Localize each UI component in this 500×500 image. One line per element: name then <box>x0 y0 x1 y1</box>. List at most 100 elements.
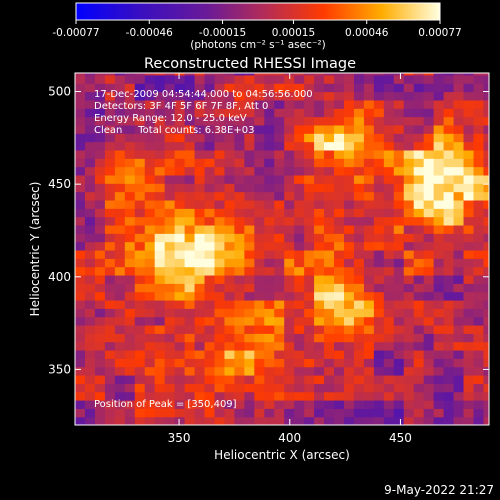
heatmap-cell <box>264 333 275 343</box>
heatmap-cell <box>214 108 226 118</box>
heatmap-cell <box>94 83 106 93</box>
heatmap-cell <box>324 308 335 318</box>
heatmap-cell <box>343 158 355 168</box>
heatmap-cell <box>423 266 435 276</box>
heatmap-cell <box>473 274 485 284</box>
heatmap-cell <box>473 341 485 351</box>
heatmap-cell <box>204 316 216 326</box>
heatmap-cell <box>204 141 216 151</box>
heatmap-cell <box>84 116 96 126</box>
heatmap-cell <box>224 74 235 84</box>
heatmap-cell <box>244 149 255 159</box>
heatmap-cell <box>254 408 265 418</box>
heatmap-cell <box>443 358 455 368</box>
heatmap-cell <box>174 391 186 401</box>
heatmap-cell <box>144 73 156 76</box>
heatmap-cell <box>443 258 455 268</box>
heatmap-cell <box>184 374 196 384</box>
heatmap-cell <box>463 233 475 243</box>
heatmap-cell <box>214 141 226 151</box>
heatmap-cell <box>144 149 156 159</box>
heatmap-cell <box>224 216 235 226</box>
heatmap-cell <box>114 316 126 326</box>
heatmap-cell <box>314 258 325 268</box>
heatmap-cell <box>304 374 315 384</box>
heatmap-cell <box>423 383 435 393</box>
heatmap-cell <box>423 199 435 209</box>
heatmap-cell <box>234 124 245 134</box>
heatmap-cell <box>314 374 325 384</box>
heatmap-cell <box>363 324 375 334</box>
heatmap-cell <box>204 241 216 251</box>
heatmap-cell <box>383 83 395 93</box>
heatmap-cell <box>274 324 285 334</box>
heatmap-cell <box>324 383 335 393</box>
heatmap-cell <box>383 399 395 409</box>
heatmap-cell <box>274 166 285 176</box>
heatmap-cell <box>443 91 455 101</box>
heatmap-cell <box>94 349 106 359</box>
heatmap-cell <box>314 99 325 109</box>
heatmap-cell <box>373 258 385 268</box>
heatmap-cell <box>194 158 206 168</box>
heatmap-cell <box>373 391 385 401</box>
heatmap-cell <box>254 383 265 393</box>
heatmap-cell <box>144 249 156 259</box>
heatmap-cell <box>393 358 405 368</box>
heatmap-cell <box>294 233 305 243</box>
heatmap-cell <box>174 74 186 84</box>
heatmap-cell <box>75 341 86 351</box>
heatmap-cell <box>264 191 275 201</box>
heatmap-cell <box>403 291 415 301</box>
heatmap-cell <box>224 333 235 343</box>
heatmap-cell <box>423 73 435 76</box>
heatmap-cell <box>75 158 86 168</box>
heatmap-cell <box>314 266 325 276</box>
heatmap-cell <box>224 199 235 209</box>
heatmap-cell <box>254 249 265 259</box>
heatmap-cell <box>334 249 345 259</box>
heatmap-cell <box>294 99 305 109</box>
heatmap-cell <box>433 73 445 76</box>
heatmap-cell <box>164 91 176 101</box>
heatmap-cell <box>433 341 445 351</box>
heatmap-cell <box>264 183 275 193</box>
heatmap-cell <box>363 274 375 284</box>
heatmap-cell <box>483 83 489 93</box>
heatmap-cell <box>164 191 176 201</box>
heatmap-cell <box>254 83 265 93</box>
heatmap-cell <box>184 124 196 134</box>
heatmap-cell <box>314 216 325 226</box>
heatmap-cell <box>403 391 415 401</box>
heatmap-cell <box>304 73 315 76</box>
heatmap-cell <box>294 183 305 193</box>
heatmap-cell <box>353 174 365 184</box>
heatmap-cell <box>483 374 489 384</box>
heatmap-cell <box>154 258 166 268</box>
heatmap-cell <box>423 366 435 376</box>
heatmap-cell <box>343 333 355 343</box>
heatmap-cell <box>94 166 106 176</box>
heatmap-cell <box>463 133 475 143</box>
heatmap-cell <box>373 374 385 384</box>
heatmap-cell <box>363 249 375 259</box>
heatmap-cell <box>274 216 285 226</box>
heatmap-cell <box>224 191 235 201</box>
heatmap-cell <box>214 416 226 425</box>
heatmap-cell <box>154 208 166 218</box>
heatmap-cell <box>234 91 245 101</box>
heatmap-cell <box>324 283 335 293</box>
heatmap-cell <box>314 233 325 243</box>
heatmap-cell <box>453 399 465 409</box>
heatmap-cell <box>413 141 425 151</box>
heatmap-cell <box>154 108 166 118</box>
heatmap-cell <box>114 399 126 409</box>
heatmap-cell <box>244 391 255 401</box>
heatmap-cell <box>343 141 355 151</box>
heatmap-cell <box>234 333 245 343</box>
heatmap-cell <box>453 316 465 326</box>
heatmap-cell <box>224 91 235 101</box>
heatmap-cell <box>284 266 295 276</box>
heatmap-cell <box>144 141 156 151</box>
